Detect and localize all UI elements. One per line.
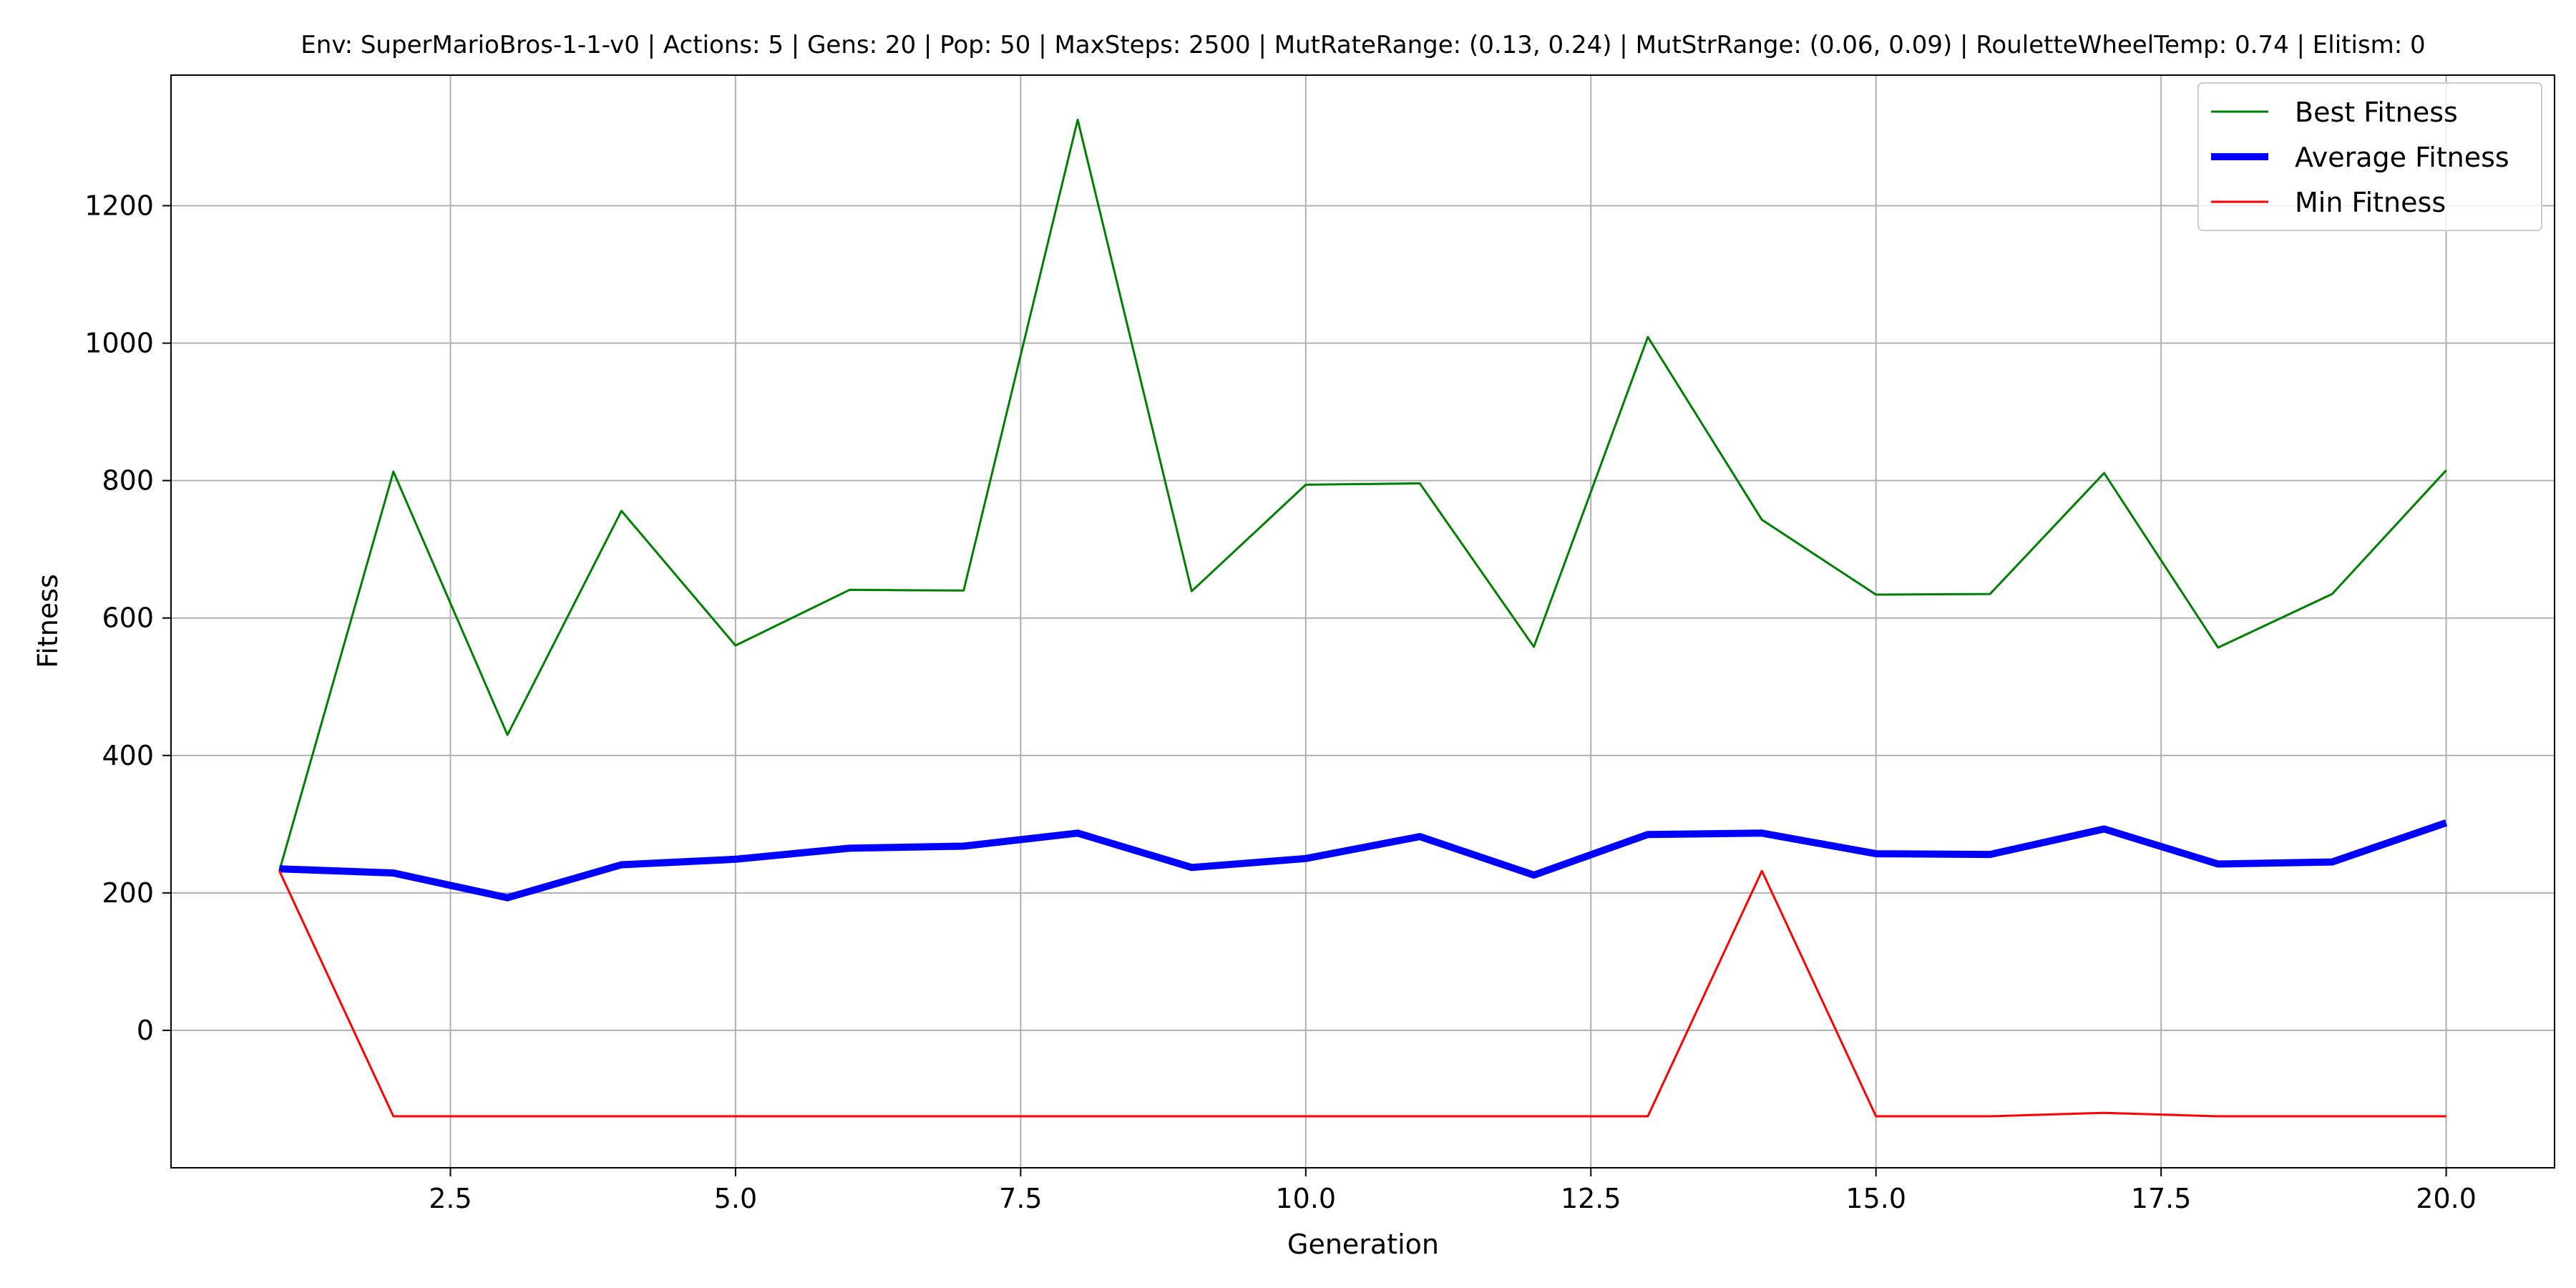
plot-frame [170,74,2555,1169]
legend: Best Fitness Average Fitness Min Fitness [2197,82,2542,231]
x-tick-label: 10.0 [1276,1183,1337,1214]
legend-label-best: Best Fitness [2295,97,2458,128]
x-tick-label: 12.5 [1561,1183,1621,1214]
grid-lines [171,75,2555,1168]
series-line-average-fitness [279,819,2448,902]
legend-box [2197,82,2542,231]
y-tick-label: 1200 [84,190,154,221]
chart-title: Env: SuperMarioBros-1-1-v0 | Actions: 5 … [301,31,2425,59]
x-tick-label: 5.0 [714,1183,757,1214]
x-tick-label: 17.5 [2131,1183,2192,1214]
series-lines [278,118,2448,1118]
y-tick-label: 600 [102,602,154,634]
series-line-min-fitness [278,869,2446,1118]
axis-ticks: 2.5 5.0 7.5 10.0 12.5 15.0 17.5 20.0 0 200 400 600 8… [84,190,2477,1214]
series-line-best-fitness [278,118,2447,872]
y-axis-label: Fitness [32,574,64,668]
y-tick-label: 800 [102,465,154,497]
plot-area-background [171,75,2555,1168]
y-tick-label: 400 [102,740,154,771]
x-axis-label: Generation [1287,1229,1439,1260]
legend-label-min: Min Fitness [2295,187,2446,218]
y-tick-label: 200 [102,877,154,909]
x-tick-label: 20.0 [2416,1183,2477,1214]
x-tick-label: 7.5 [999,1183,1042,1214]
legend-label-average: Average Fitness [2295,142,2509,173]
x-tick-label: 15.0 [1845,1183,1906,1214]
y-tick-label: 1000 [84,328,154,359]
y-tick-label: 0 [137,1015,154,1046]
x-tick-label: 2.5 [429,1183,472,1214]
